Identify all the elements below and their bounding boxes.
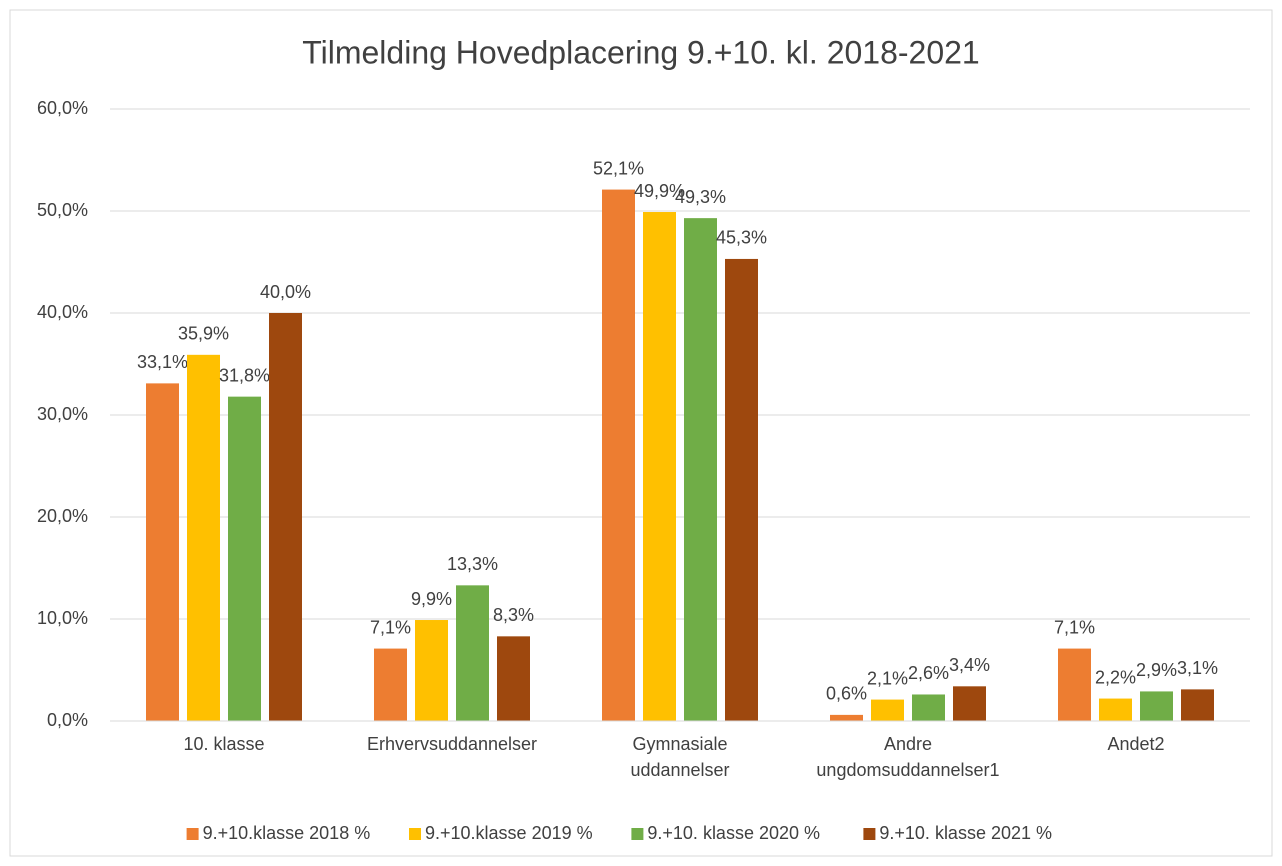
data-label: 35,9% bbox=[178, 324, 229, 344]
x-tick-label: Erhvervsuddannelser bbox=[367, 734, 537, 754]
data-label: 2,9% bbox=[1136, 660, 1177, 680]
bar bbox=[1058, 648, 1091, 721]
bar bbox=[456, 585, 489, 721]
data-label: 33,1% bbox=[137, 352, 188, 372]
legend-label: 9.+10. klasse 2021 % bbox=[879, 823, 1052, 843]
data-label: 3,4% bbox=[949, 655, 990, 675]
data-label: 9,9% bbox=[411, 589, 452, 609]
bar bbox=[269, 313, 302, 721]
bar bbox=[415, 620, 448, 721]
y-tick-label: 10,0% bbox=[37, 608, 88, 628]
data-label: 2,6% bbox=[908, 663, 949, 683]
data-label: 52,1% bbox=[593, 158, 644, 178]
bar bbox=[643, 212, 676, 721]
y-tick-label: 50,0% bbox=[37, 200, 88, 220]
data-label: 0,6% bbox=[826, 684, 867, 704]
x-tick-label: Andre ungdomsuddannelser1 bbox=[816, 734, 999, 780]
bar bbox=[912, 694, 945, 721]
y-tick-label: 30,0% bbox=[37, 404, 88, 424]
data-label: 7,1% bbox=[1054, 617, 1095, 637]
x-tick-label: 10. klasse bbox=[183, 734, 264, 754]
data-label: 2,1% bbox=[867, 668, 908, 688]
bar bbox=[1099, 698, 1132, 721]
legend-label: 9.+10. klasse 2020 % bbox=[647, 823, 820, 843]
x-tick-label: Andet2 bbox=[1107, 734, 1164, 754]
bar bbox=[187, 354, 220, 721]
legend-label: 9.+10.klasse 2018 % bbox=[203, 823, 371, 843]
bar bbox=[497, 636, 530, 721]
data-label: 45,3% bbox=[716, 228, 767, 248]
y-tick-label: 40,0% bbox=[37, 302, 88, 322]
data-label: 31,8% bbox=[219, 365, 270, 385]
data-label: 49,3% bbox=[675, 187, 726, 207]
bar bbox=[602, 189, 635, 721]
bar bbox=[146, 383, 179, 721]
legend-label: 9.+10.klasse 2019 % bbox=[425, 823, 593, 843]
x-tick-label: Gymnasiale uddannelser bbox=[630, 734, 729, 780]
legend-swatch bbox=[186, 828, 199, 840]
data-label: 2,2% bbox=[1095, 667, 1136, 687]
legend-swatch bbox=[863, 828, 876, 840]
y-tick-label: 60,0% bbox=[37, 98, 88, 118]
bar bbox=[374, 648, 407, 721]
data-label: 49,9% bbox=[634, 181, 685, 201]
y-tick-label: 0,0% bbox=[47, 710, 88, 730]
data-label: 8,3% bbox=[493, 605, 534, 625]
bar bbox=[953, 686, 986, 721]
bar bbox=[871, 699, 904, 721]
bar bbox=[1140, 691, 1173, 721]
bar bbox=[725, 258, 758, 721]
bar bbox=[684, 218, 717, 721]
data-label: 40,0% bbox=[260, 282, 311, 302]
bar bbox=[228, 396, 261, 721]
bar bbox=[830, 714, 863, 721]
data-label: 13,3% bbox=[447, 554, 498, 574]
legend-swatch bbox=[631, 828, 644, 840]
bar bbox=[1181, 689, 1214, 721]
data-label: 7,1% bbox=[370, 617, 411, 637]
legend-swatch bbox=[409, 828, 421, 840]
chart-title: Tilmelding Hovedplacering 9.+10. kl. 201… bbox=[302, 34, 979, 70]
y-tick-label: 20,0% bbox=[37, 506, 88, 526]
data-label: 3,1% bbox=[1177, 658, 1218, 678]
